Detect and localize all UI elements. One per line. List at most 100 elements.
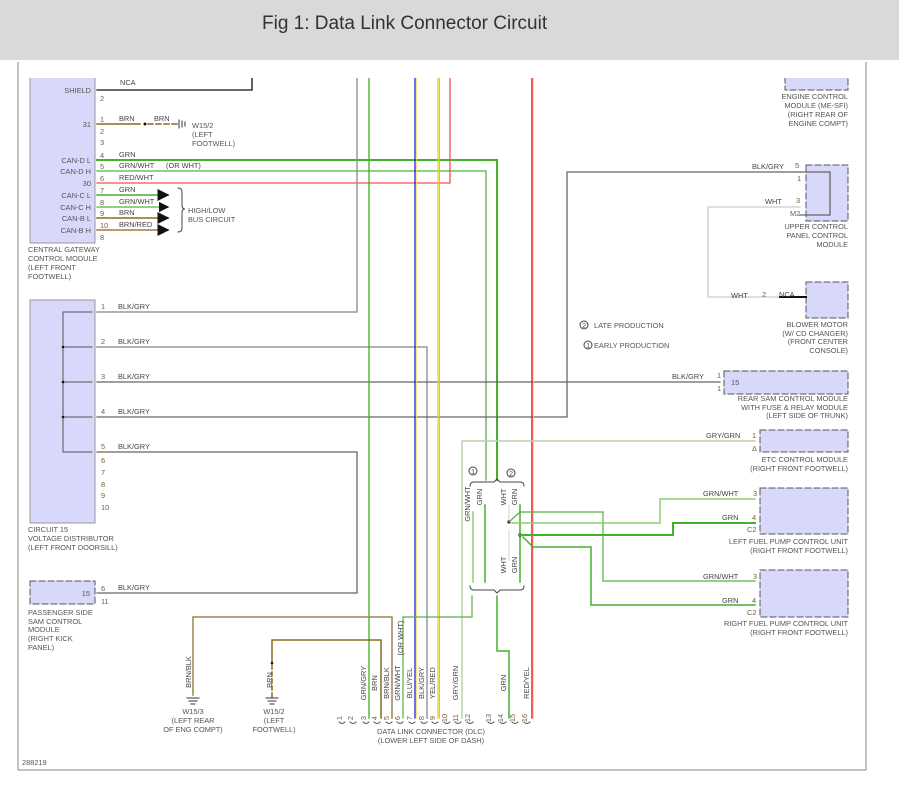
- wire-label: RED/WHT: [119, 173, 154, 182]
- rear-sam-pin: 1: [717, 371, 721, 380]
- module-name: BLOWER MOTOR: [787, 320, 848, 329]
- dlc-wire-label: BRN/BLK: [382, 667, 391, 699]
- dlc-pin: 4: [370, 716, 379, 720]
- wire-grn-left-pump: [519, 522, 756, 536]
- wire-blk-gry-4: [96, 171, 801, 418]
- right-pump-wire1: GRN/WHT: [703, 572, 739, 581]
- wire-blk-gry-1: [96, 78, 358, 313]
- wire-shield: [96, 78, 253, 91]
- signal-label: 30: [83, 179, 91, 188]
- circuit15-pins-3-num: 4: [101, 407, 105, 416]
- splice-marks-0: 1: [471, 467, 475, 476]
- dlc-pin: 15: [508, 714, 517, 722]
- etc-control-module: [759, 429, 849, 453]
- pin-number: 10: [100, 221, 108, 230]
- dlc-pin: 9: [428, 716, 437, 720]
- wire-grn-wht-can-d-h: [96, 170, 487, 481]
- wire-brn: [271, 639, 382, 719]
- signal-label: CAN-B L: [62, 214, 91, 223]
- wire-label: GRN/WHT: [119, 161, 155, 170]
- module-name: (RIGHT FRONT FOOTWELL): [750, 628, 848, 637]
- wire-label: BLK/GRY: [118, 442, 150, 451]
- signal-label: CAN-D H: [60, 167, 91, 176]
- pin-number: 1: [100, 115, 104, 124]
- grounds-1-wire: BRN: [265, 672, 274, 688]
- etc-connector: Δ: [752, 444, 757, 453]
- circuit15-spare-pins-4: 10: [101, 503, 109, 512]
- upper-panel-pin1: 5: [795, 161, 799, 170]
- gateway-shield-pin: 2: [100, 94, 104, 103]
- module-name: VOLTAGE DISTRIBUTOR: [28, 534, 114, 543]
- module-name: LEFT FUEL PUMP CONTROL UNIT: [729, 537, 849, 546]
- gateway-ground-loc-0: (LEFT: [192, 130, 213, 139]
- wire-label: BRN: [119, 208, 135, 217]
- left-pump-wire1: GRN/WHT: [703, 489, 739, 498]
- dlc-pin: 14: [496, 714, 505, 722]
- dlc-terminal: [454, 721, 462, 724]
- figure-id: 288219: [22, 758, 47, 767]
- wire-grn-can-d-l: [96, 159, 498, 481]
- wire-blk-gry-2: [96, 346, 428, 719]
- upper-panel-wire1: BLK/GRY: [752, 162, 784, 171]
- module-name: PANEL CONTROL: [786, 231, 848, 240]
- diagram-frame: [17, 62, 867, 771]
- circuit15-pins-2-num: 3: [101, 372, 105, 381]
- dlc-wire-label: RED/YEL: [522, 667, 531, 699]
- figure-title: Fig 1: Data Link Connector Circuit: [262, 13, 548, 34]
- right-pump-pin1: 3: [753, 572, 757, 581]
- grounds-1-loc-1: FOOTWELL): [252, 725, 295, 734]
- wire-red-wht: [96, 78, 451, 184]
- dlc-terminal: [385, 721, 393, 724]
- module-name: MODULE (ME-SFI): [784, 101, 848, 110]
- splice-upper-1: GRN: [475, 489, 484, 505]
- module-name: (RIGHT REAR OF: [788, 110, 849, 119]
- dlc-terminal: [431, 721, 439, 724]
- signal-label: CAN-B H: [61, 226, 91, 235]
- module-name: (W/ CD CHANGER): [782, 329, 848, 338]
- upper-panel-pin1b: 1: [797, 174, 801, 183]
- dlc-wire-label: GRN/WHT: [393, 665, 402, 701]
- signal-label: CAN-D L: [61, 156, 91, 165]
- signal-label: CAN-C L: [61, 191, 91, 200]
- dlc-terminal: [362, 721, 370, 724]
- passenger-sam-connector: 11: [101, 597, 109, 606]
- engine-control-module: [784, 78, 849, 91]
- module-name: FOOTWELL): [28, 272, 71, 281]
- left-pump-pin1: 3: [753, 489, 757, 498]
- module-name: MODULE: [28, 625, 60, 634]
- dlc-pin: 2: [346, 716, 355, 720]
- pin-number: 2: [100, 127, 104, 136]
- splice-marks-1: 2: [509, 469, 513, 478]
- dlc-pin: 10: [440, 714, 449, 722]
- dlc-terminal: [420, 721, 428, 724]
- dlc-wire-label: YEL/RED: [428, 667, 437, 699]
- dlc-pin: 5: [382, 716, 391, 720]
- dlc-terminal: [511, 721, 519, 724]
- module-name: (LEFT FRONT: [28, 263, 76, 272]
- dlc-pin: 8: [417, 716, 426, 720]
- splice-upper-0: GRN/WHT: [463, 486, 472, 522]
- wire-label: BLK/GRY: [118, 302, 150, 311]
- ground-w15-3-icon: [186, 697, 200, 705]
- dlc-terminal: [443, 721, 451, 724]
- notes-0-text: LATE PRODUCTION: [594, 321, 664, 330]
- signal-label: CAN-C H: [60, 203, 91, 212]
- dlc-pin: 11: [451, 714, 460, 722]
- signal-label: 31: [83, 120, 91, 129]
- blower-nca: NCA: [779, 290, 795, 299]
- grounds-1-loc-0: (LEFT: [264, 716, 285, 725]
- module-name: ENGINE CONTROL: [781, 92, 848, 101]
- dlc-pin: 16: [520, 714, 529, 722]
- module-name: ETC CONTROL MODULE: [762, 455, 848, 464]
- circuit15-spare-pins-0: 6: [101, 456, 105, 465]
- upper-panel-internal: [799, 171, 831, 216]
- gateway-brn2: BRN: [154, 114, 170, 123]
- left-pump-wire2: GRN: [722, 513, 738, 522]
- dlc-wire-label: BRN: [370, 675, 379, 691]
- right-pump-pin2: 4: [752, 596, 756, 605]
- dlc-terminal: [349, 721, 357, 724]
- dlc-terminal: [466, 721, 474, 724]
- module-name: (LEFT FRONT DOORSILL): [28, 543, 118, 552]
- circuit15-spare-pins-1: 7: [101, 468, 105, 477]
